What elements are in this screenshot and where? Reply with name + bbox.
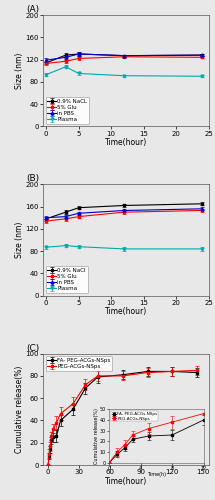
X-axis label: Time(hour): Time(hour): [105, 476, 147, 486]
Text: (A): (A): [27, 5, 40, 14]
Legend: 0.9% NaCl, 5% Glu, in PBS, Plasma: 0.9% NaCl, 5% Glu, in PBS, Plasma: [46, 266, 88, 293]
Text: (C): (C): [26, 344, 40, 352]
X-axis label: Time(hour): Time(hour): [105, 138, 147, 147]
Y-axis label: Cumulative release(%): Cumulative release(%): [15, 366, 24, 453]
Legend: FA- PEG-ACGs-NSps, PEG-ACGs-NSps: FA- PEG-ACGs-NSps, PEG-ACGs-NSps: [46, 356, 112, 371]
X-axis label: Time(hour): Time(hour): [105, 307, 147, 316]
Y-axis label: Size (nm): Size (nm): [15, 222, 24, 258]
Text: (B): (B): [27, 174, 40, 183]
Legend: 0.9% NaCL, 5% Glu, in PBS, Plasma: 0.9% NaCL, 5% Glu, in PBS, Plasma: [46, 97, 89, 124]
Y-axis label: Size (nm): Size (nm): [15, 52, 24, 89]
